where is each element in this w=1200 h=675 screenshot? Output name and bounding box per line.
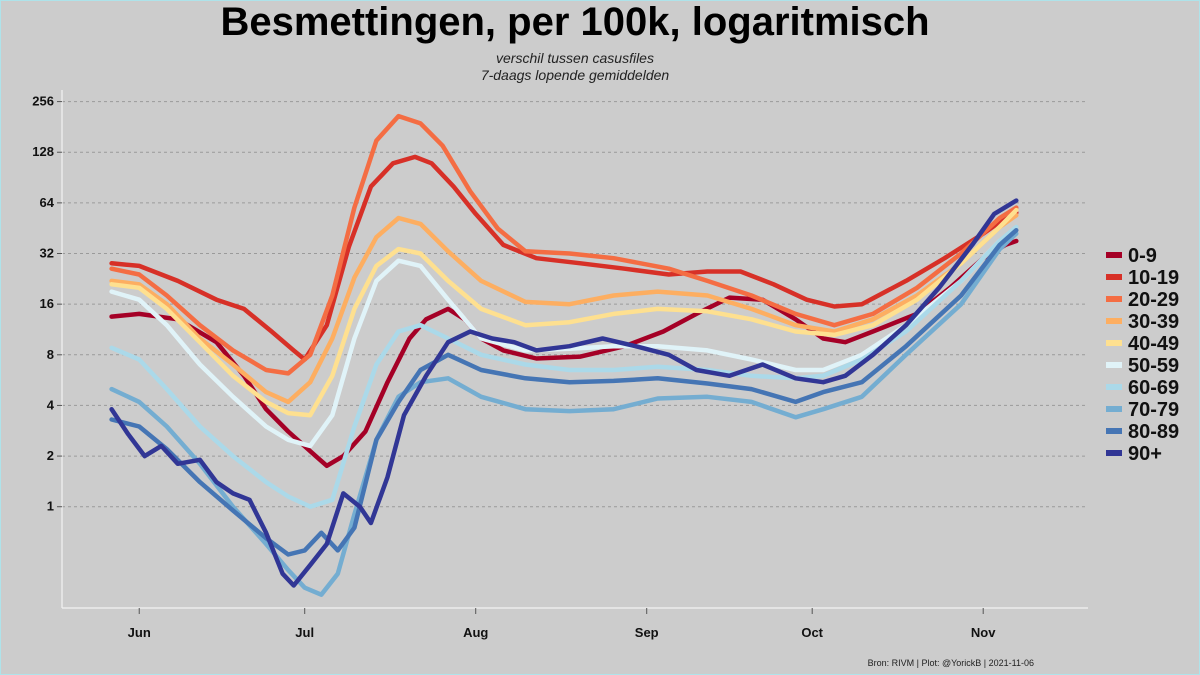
x-tick-label: Sep [635,625,659,640]
y-tick-label: 4 [47,397,55,412]
y-tick-label: 1 [47,499,54,514]
axes [61,90,1088,609]
legend-swatch-30-39 [1106,318,1122,324]
source-caption: Bron: RIVM | Plot: @YorickB | 2021-11-06 [867,658,1034,668]
x-tick-label: Jul [295,625,314,640]
series-line-90plus [109,198,1019,588]
legend-label-30-39: 30-39 [1128,311,1179,333]
x-tick-label: Aug [463,625,488,640]
legend-swatch-40-49 [1106,340,1122,346]
chart-subtitle-line-1: verschil tussen casusfiles [496,50,654,66]
x-axis-ticks: Jun Jul Aug Sep Oct Nov [128,608,996,640]
legend-label-40-49: 40-49 [1128,333,1179,355]
series-line-70-79 [109,231,1019,597]
y-tick-label: 64 [40,195,55,210]
series-line-50-59 [109,227,1019,449]
legend-label-10-19: 10-19 [1128,267,1179,289]
legend: 0-910-1920-2930-3940-4950-5960-6970-7980… [1106,245,1179,465]
y-tick-label: 8 [47,347,54,362]
legend-swatch-60-69 [1106,384,1122,390]
series-line-20-29 [109,113,1019,376]
legend-label-20-29: 20-29 [1128,289,1179,311]
series-lines [109,113,1019,597]
y-tick-label: 128 [32,144,54,159]
series-line-40-49 [109,207,1019,418]
x-tick-label: Jun [128,625,151,640]
legend-swatch-10-19 [1106,274,1122,280]
x-tick-label: Oct [801,625,823,640]
legend-label-0-9: 0-9 [1128,245,1157,267]
chart-subtitle-line-2: 7-daags lopende gemiddelden [480,67,670,83]
legend-swatch-70-79 [1106,406,1122,412]
y-axis-ticks: 1 2 4 8 16 32 64 128 256 [32,94,62,514]
series-line-10-19 [109,154,1019,362]
y-tick-label: 2 [47,448,54,463]
y-tick-label: 256 [32,94,54,109]
legend-swatch-0-9 [1106,252,1122,258]
legend-swatch-90plus [1106,450,1122,456]
series-line-0-9 [109,238,1019,469]
series-line-80-89 [109,227,1019,557]
legend-label-60-69: 60-69 [1128,377,1179,399]
legend-label-50-59: 50-59 [1128,355,1179,377]
legend-swatch-20-29 [1106,296,1122,302]
legend-label-80-89: 80-89 [1128,421,1179,443]
y-tick-label: 32 [40,246,54,261]
y-tick-label: 16 [40,296,54,311]
x-tick-label: Nov [971,625,996,640]
legend-swatch-80-89 [1106,428,1122,434]
legend-label-90plus: 90+ [1128,443,1162,465]
legend-label-70-79: 70-79 [1128,399,1179,421]
series-line-60-69 [109,224,1019,509]
legend-swatch-50-59 [1106,362,1122,368]
series-line-30-39 [109,213,1019,405]
chart-title: Besmettingen, per 100k, logaritmisch [220,0,930,44]
